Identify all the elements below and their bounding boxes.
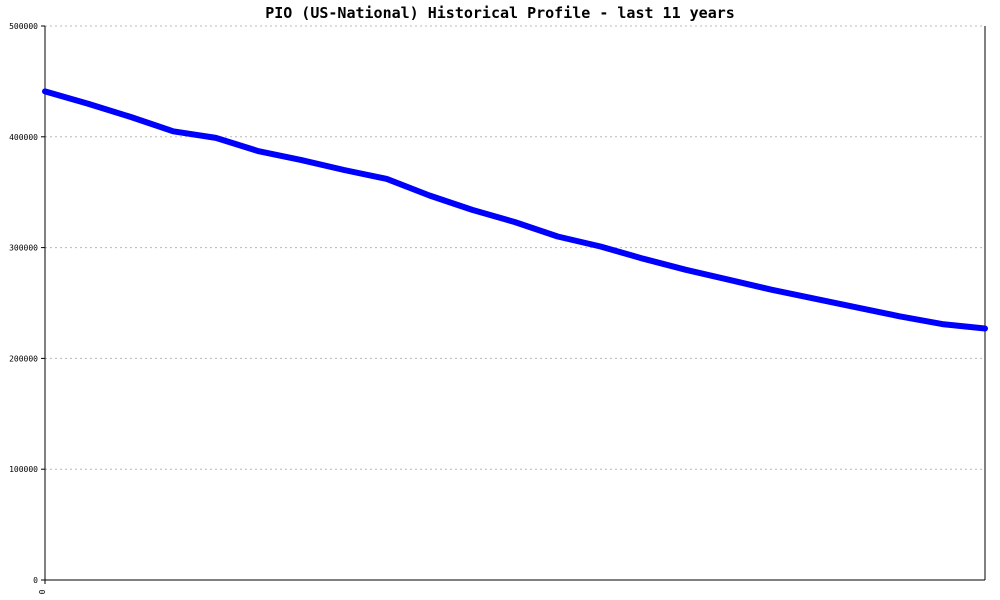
grid-lines xyxy=(45,25,985,470)
y-tick-labels: 0 100000 200000 300000 400000 500000 xyxy=(9,22,45,585)
y-tick-label: 200000 xyxy=(9,354,38,363)
x-tick-label: 0 xyxy=(38,589,47,594)
series-line xyxy=(42,88,988,332)
chart-title: PIO (US-National) Historical Profile - l… xyxy=(265,4,735,22)
axes xyxy=(44,26,986,581)
y-tick-label: 400000 xyxy=(9,133,38,142)
y-tick-label: 500000 xyxy=(9,22,38,31)
y-tick-label: 300000 xyxy=(9,244,38,253)
x-tick-labels: 0 xyxy=(38,580,47,594)
y-tick-label: 100000 xyxy=(9,465,38,474)
y-tick-label: 0 xyxy=(33,576,38,585)
series-layer xyxy=(42,88,988,332)
